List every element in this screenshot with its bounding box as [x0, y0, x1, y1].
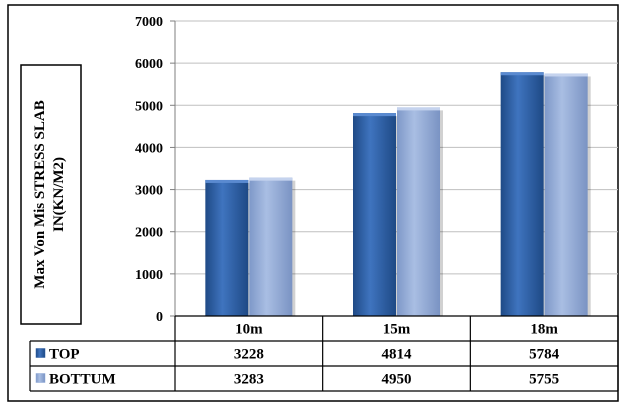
- bar-top: [397, 107, 440, 111]
- x-category-label: 10m: [235, 322, 263, 338]
- bar-top: [353, 113, 396, 117]
- bar: [249, 177, 293, 316]
- table-row: BOTTUM 3283 4950 5755: [35, 372, 559, 388]
- bar-top-10m: [205, 179, 252, 316]
- table-header-row: 10m 15m 18m: [235, 322, 558, 338]
- legend-swatch: [35, 348, 46, 358]
- bar: [353, 113, 396, 316]
- y-tick-label: 4000: [135, 141, 163, 156]
- data-label: 5755: [529, 372, 559, 388]
- y-axis-label-line-2: IN(KN/M2): [51, 157, 67, 232]
- data-label: 4814: [382, 347, 413, 363]
- bar: [205, 179, 249, 316]
- y-axis-label-box: Max Von Mis STRESS SLAB IN(KN/M2): [20, 64, 82, 325]
- x-category-label: 18m: [530, 322, 558, 338]
- chart-frame: [7, 4, 619, 402]
- bar: [544, 73, 588, 316]
- bars: [205, 72, 591, 317]
- y-tick-label: 1000: [135, 268, 163, 283]
- y-tick-label: 6000: [135, 57, 163, 72]
- data-table: 10m 15m 18m TOP 3228 4814 5784 BOTTUM 3283 4950 57…: [29, 315, 619, 392]
- data-label: 5784: [529, 347, 560, 363]
- bar-bottum-18m: [544, 73, 591, 316]
- y-axis-label-line-1: Max Von Mis STRESS SLAB: [32, 100, 48, 288]
- bar-bottum-10m: [249, 177, 296, 316]
- bar-bottum-15m: [397, 107, 443, 317]
- bar: [500, 72, 544, 316]
- y-tick-label: 5000: [135, 99, 163, 114]
- bar-top: [249, 177, 293, 181]
- bar-top: [205, 179, 249, 183]
- bar: [397, 107, 440, 317]
- table-row: TOP 3228 4814 5784: [35, 347, 560, 363]
- y-tick-label: 7000: [135, 15, 163, 30]
- y-tick-label: 3000: [135, 184, 163, 199]
- y-axis-ticks: 0 1000 2000 3000 4000 5000 6000 7000: [135, 15, 176, 325]
- data-label: 4950: [382, 372, 412, 388]
- legend-label: TOP: [49, 347, 80, 363]
- bar-top: [500, 72, 544, 76]
- data-label: 3228: [234, 347, 264, 363]
- x-category-label: 15m: [383, 322, 411, 338]
- legend-label: BOTTUM: [49, 372, 116, 388]
- gridlines: [175, 20, 618, 275]
- bar-top-15m: [353, 113, 399, 316]
- bar-top-18m: [500, 72, 547, 316]
- bar-top: [544, 73, 588, 77]
- legend-swatch: [35, 373, 46, 383]
- y-tick-label: 2000: [135, 226, 163, 241]
- data-label: 3283: [234, 372, 264, 388]
- y-tick-label: 0: [156, 310, 163, 325]
